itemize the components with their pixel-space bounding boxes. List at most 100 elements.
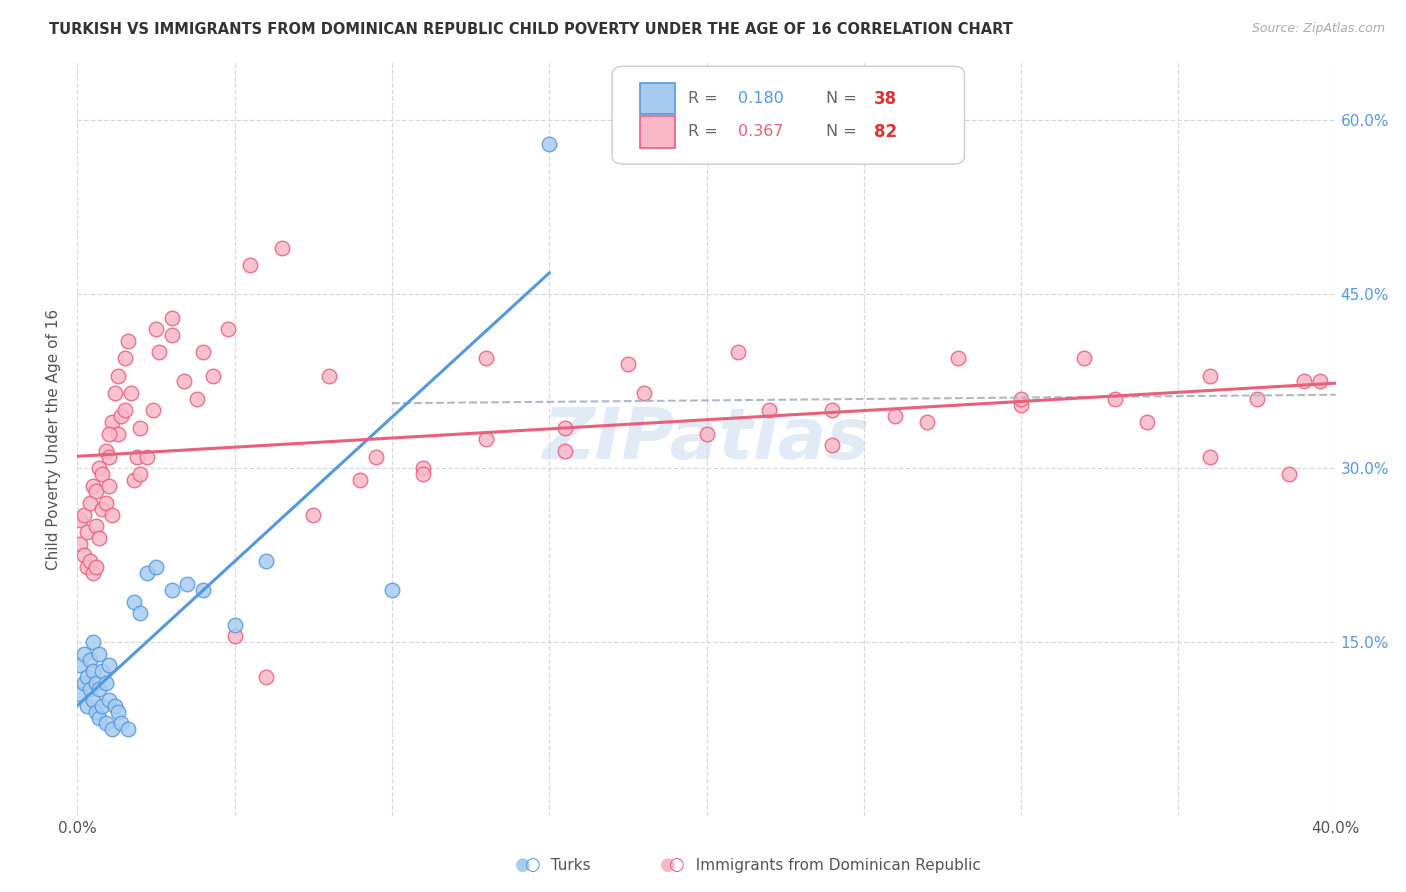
Point	[97, 693, 120, 707]
Point	[145, 322, 167, 336]
Point	[101, 508, 124, 522]
Point	[173, 375, 195, 389]
Point	[89, 461, 111, 475]
Point	[117, 334, 139, 348]
Point	[135, 450, 157, 464]
Point	[97, 426, 120, 441]
Point	[160, 583, 183, 598]
Point	[110, 409, 132, 424]
Text: R =: R =	[688, 91, 723, 106]
Point	[76, 525, 98, 540]
Point	[82, 479, 104, 493]
Point	[224, 618, 246, 632]
Point	[69, 688, 91, 702]
Point	[148, 345, 170, 359]
Point	[239, 259, 262, 273]
Point	[129, 421, 152, 435]
Point	[884, 409, 907, 424]
Point	[224, 630, 246, 644]
Point	[84, 560, 107, 574]
Point	[82, 665, 104, 679]
Text: 38: 38	[875, 89, 897, 108]
Point	[107, 368, 129, 383]
Point	[302, 508, 325, 522]
Point	[89, 531, 111, 545]
Text: ○: ○	[523, 856, 540, 874]
Point	[129, 467, 152, 482]
Point	[617, 357, 640, 371]
Text: Source: ZipAtlas.com: Source: ZipAtlas.com	[1251, 22, 1385, 36]
Text: ●: ●	[659, 856, 676, 874]
Point	[122, 473, 145, 487]
Point	[79, 653, 101, 667]
Text: ●: ●	[515, 856, 531, 874]
Point	[101, 723, 124, 737]
Text: TURKISH VS IMMIGRANTS FROM DOMINICAN REPUBLIC CHILD POVERTY UNDER THE AGE OF 16 : TURKISH VS IMMIGRANTS FROM DOMINICAN REP…	[49, 22, 1014, 37]
Point	[72, 508, 94, 522]
Point	[82, 635, 104, 649]
Point	[176, 577, 198, 591]
Point	[117, 723, 139, 737]
Point	[758, 403, 780, 417]
Text: 0.180: 0.180	[738, 91, 785, 106]
Point	[72, 647, 94, 661]
Point	[107, 426, 129, 441]
Point	[94, 716, 117, 731]
Point	[97, 479, 120, 493]
Point	[120, 386, 142, 401]
Point	[84, 519, 107, 533]
Point	[381, 583, 404, 598]
Text: 82: 82	[875, 123, 897, 141]
Point	[82, 566, 104, 580]
Point	[79, 496, 101, 510]
Point	[191, 345, 215, 359]
Text: Turks: Turks	[541, 858, 591, 872]
Point	[127, 450, 149, 464]
Point	[727, 345, 749, 359]
Point	[915, 415, 938, 429]
Point	[191, 583, 215, 598]
Point	[160, 310, 183, 325]
Text: 0.367: 0.367	[738, 124, 783, 139]
Point	[821, 403, 844, 417]
Point	[79, 554, 101, 568]
Point	[1199, 450, 1222, 464]
Point	[69, 658, 91, 673]
Point	[76, 670, 98, 684]
Point	[554, 444, 576, 458]
Point	[1199, 368, 1222, 383]
Point	[1104, 392, 1126, 406]
Point	[82, 693, 104, 707]
Point	[186, 392, 208, 406]
Point	[69, 537, 91, 551]
Point	[72, 676, 94, 690]
Point	[475, 433, 498, 447]
Point	[76, 699, 98, 714]
Text: ZIPatlas: ZIPatlas	[543, 405, 870, 474]
Point	[1309, 375, 1331, 389]
Point	[366, 450, 388, 464]
Point	[318, 368, 340, 383]
FancyBboxPatch shape	[640, 116, 675, 147]
Text: R =: R =	[688, 124, 723, 139]
Point	[1277, 467, 1299, 482]
Point	[91, 467, 114, 482]
Point	[114, 403, 136, 417]
Point	[84, 676, 107, 690]
Point	[97, 450, 120, 464]
Point	[76, 560, 98, 574]
Point	[217, 322, 239, 336]
Point	[101, 415, 124, 429]
Point	[84, 705, 107, 719]
Point	[1010, 392, 1032, 406]
Point	[110, 716, 132, 731]
Point	[91, 665, 114, 679]
Point	[254, 670, 277, 684]
Point	[554, 421, 576, 435]
Point	[270, 241, 292, 255]
Point	[135, 566, 157, 580]
Point	[538, 136, 561, 151]
Point	[142, 403, 165, 417]
Point	[84, 484, 107, 499]
Point	[94, 496, 117, 510]
